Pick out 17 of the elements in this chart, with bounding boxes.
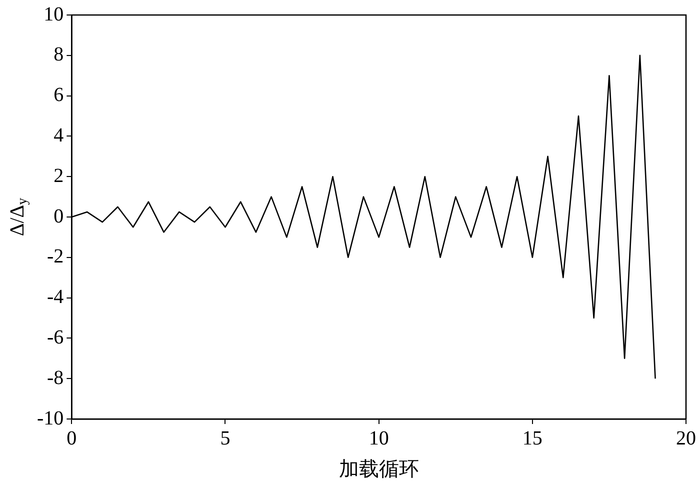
y-tick-label: 4 — [54, 124, 64, 146]
y-tick-label: 0 — [54, 205, 64, 228]
y-tick-label: 8 — [54, 44, 64, 66]
y-tick-label: -6 — [46, 326, 64, 348]
x-tick-label: 15 — [522, 427, 542, 450]
x-axis-title: 加载循环 — [338, 458, 419, 480]
y-tick-label: -8 — [46, 366, 64, 389]
y-tick-label: -10 — [36, 407, 64, 430]
y-tick-label: 2 — [54, 164, 64, 187]
x-tick-label: 20 — [676, 427, 696, 450]
y-tick-label: 6 — [54, 84, 64, 106]
y-tick-label: -4 — [46, 286, 64, 308]
y-tick-label: -2 — [46, 246, 64, 268]
y-axis-title: Δ/Δy — [6, 198, 31, 236]
x-tick-label: 5 — [220, 427, 230, 450]
x-tick-label: 10 — [368, 427, 389, 450]
y-tick-label: 10 — [44, 3, 64, 26]
